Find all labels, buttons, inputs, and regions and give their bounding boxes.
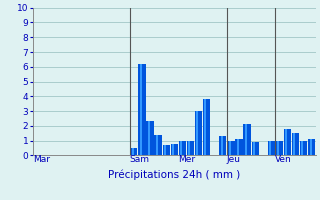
Bar bbox=[188, 141, 190, 155]
Bar bbox=[171, 144, 178, 155]
Bar bbox=[130, 148, 137, 155]
Bar bbox=[163, 145, 170, 155]
Bar bbox=[219, 136, 227, 155]
Bar bbox=[180, 141, 182, 155]
Bar bbox=[300, 141, 307, 155]
Bar bbox=[229, 141, 231, 155]
Bar bbox=[203, 99, 210, 155]
Bar bbox=[308, 139, 316, 155]
Bar bbox=[237, 139, 239, 155]
Bar bbox=[138, 64, 146, 155]
Bar bbox=[245, 124, 247, 155]
Bar bbox=[156, 135, 158, 155]
Bar bbox=[244, 124, 251, 155]
Bar bbox=[284, 129, 291, 155]
Bar bbox=[301, 141, 303, 155]
Bar bbox=[179, 141, 186, 155]
Bar bbox=[204, 99, 206, 155]
Bar bbox=[227, 141, 235, 155]
Text: Mar: Mar bbox=[33, 155, 50, 164]
Text: Jeu: Jeu bbox=[227, 155, 241, 164]
Bar bbox=[140, 64, 142, 155]
Bar bbox=[146, 121, 154, 155]
Bar bbox=[252, 142, 259, 155]
Bar bbox=[235, 139, 243, 155]
Bar bbox=[253, 142, 255, 155]
Bar bbox=[276, 141, 283, 155]
Bar bbox=[195, 111, 202, 155]
Bar bbox=[172, 144, 174, 155]
Bar bbox=[132, 148, 133, 155]
Bar bbox=[293, 133, 295, 155]
Bar bbox=[220, 136, 223, 155]
Bar bbox=[164, 145, 166, 155]
Bar bbox=[292, 133, 299, 155]
Bar bbox=[268, 141, 275, 155]
Bar bbox=[285, 129, 287, 155]
Bar bbox=[155, 135, 162, 155]
Text: Mer: Mer bbox=[178, 155, 196, 164]
Text: Sam: Sam bbox=[130, 155, 150, 164]
Bar bbox=[269, 141, 271, 155]
Bar bbox=[277, 141, 279, 155]
Bar bbox=[148, 121, 150, 155]
Bar bbox=[187, 141, 194, 155]
X-axis label: Précipitations 24h ( mm ): Précipitations 24h ( mm ) bbox=[108, 169, 240, 180]
Bar bbox=[196, 111, 198, 155]
Bar bbox=[309, 139, 312, 155]
Text: Ven: Ven bbox=[276, 155, 292, 164]
